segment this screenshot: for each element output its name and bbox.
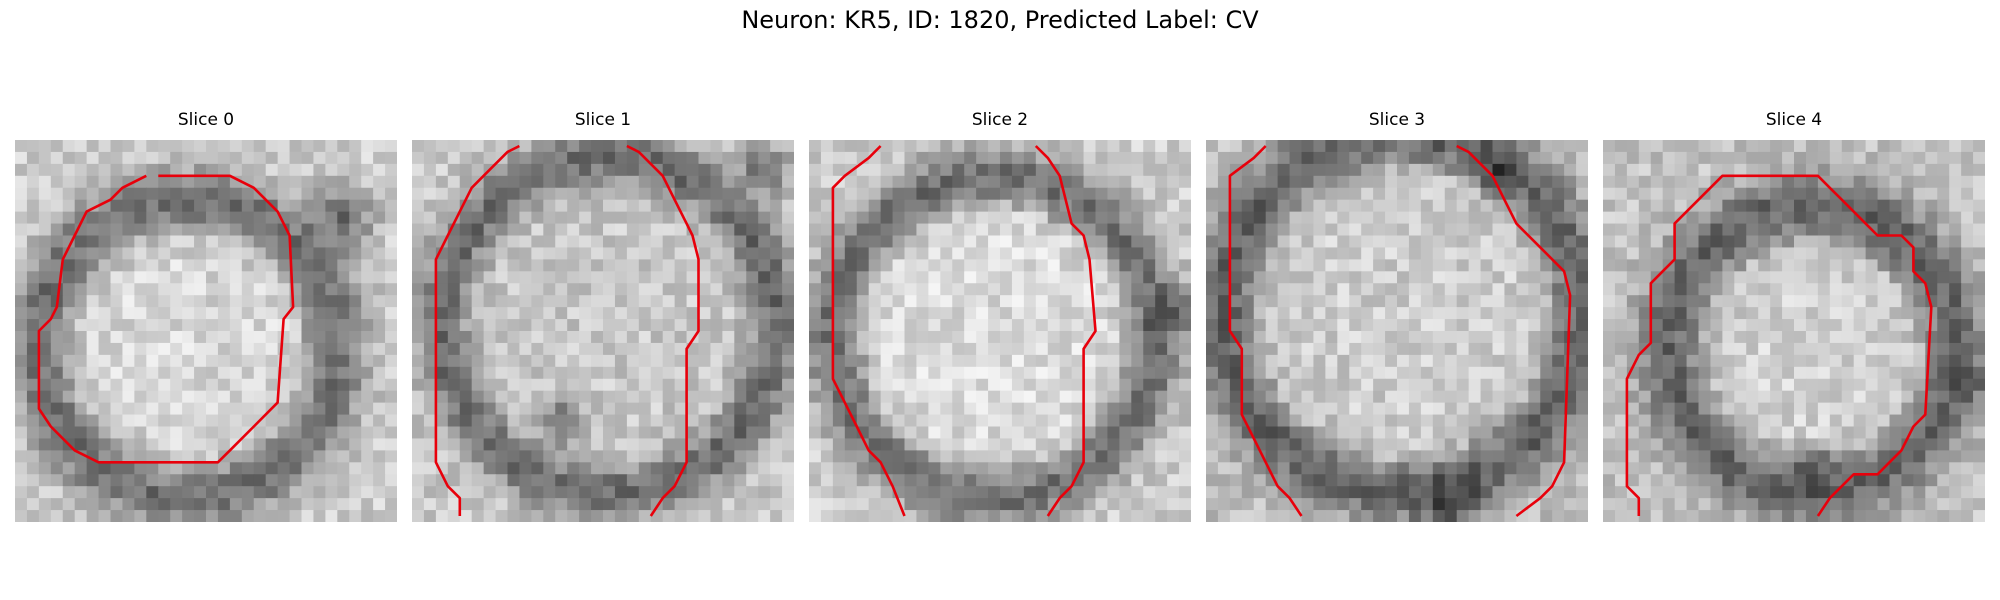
slice-panel-2: Slice 2 bbox=[809, 110, 1191, 522]
slice-panel-0: Slice 0 bbox=[15, 110, 397, 522]
slice-image-0 bbox=[15, 140, 397, 522]
contour-line bbox=[1456, 144, 1572, 518]
contour-line bbox=[434, 144, 520, 516]
slice-title: Slice 3 bbox=[1368, 110, 1426, 130]
contour-line bbox=[1034, 145, 1097, 517]
contour-line bbox=[37, 174, 295, 464]
contour-line bbox=[1228, 145, 1303, 517]
slice-title: Slice 4 bbox=[1765, 110, 1823, 130]
slice-image-3 bbox=[1206, 140, 1588, 522]
slice-panel-3: Slice 3 bbox=[1206, 110, 1588, 522]
contour-line bbox=[1625, 174, 1933, 517]
slice-image-2 bbox=[809, 140, 1191, 522]
slice-image-1 bbox=[412, 140, 794, 522]
contour-line bbox=[831, 145, 906, 517]
slice-title: Slice 0 bbox=[177, 110, 235, 130]
slice-image-4 bbox=[1603, 140, 1985, 522]
slice-panel-1: Slice 1 bbox=[412, 110, 794, 522]
slice-title: Slice 2 bbox=[971, 110, 1029, 130]
contour-line bbox=[626, 144, 700, 517]
slice-panel-4: Slice 4 bbox=[1603, 110, 1985, 522]
slice-title: Slice 1 bbox=[574, 110, 632, 130]
figure-title: Neuron: KR5, ID: 1820, Predicted Label: … bbox=[741, 6, 1259, 34]
